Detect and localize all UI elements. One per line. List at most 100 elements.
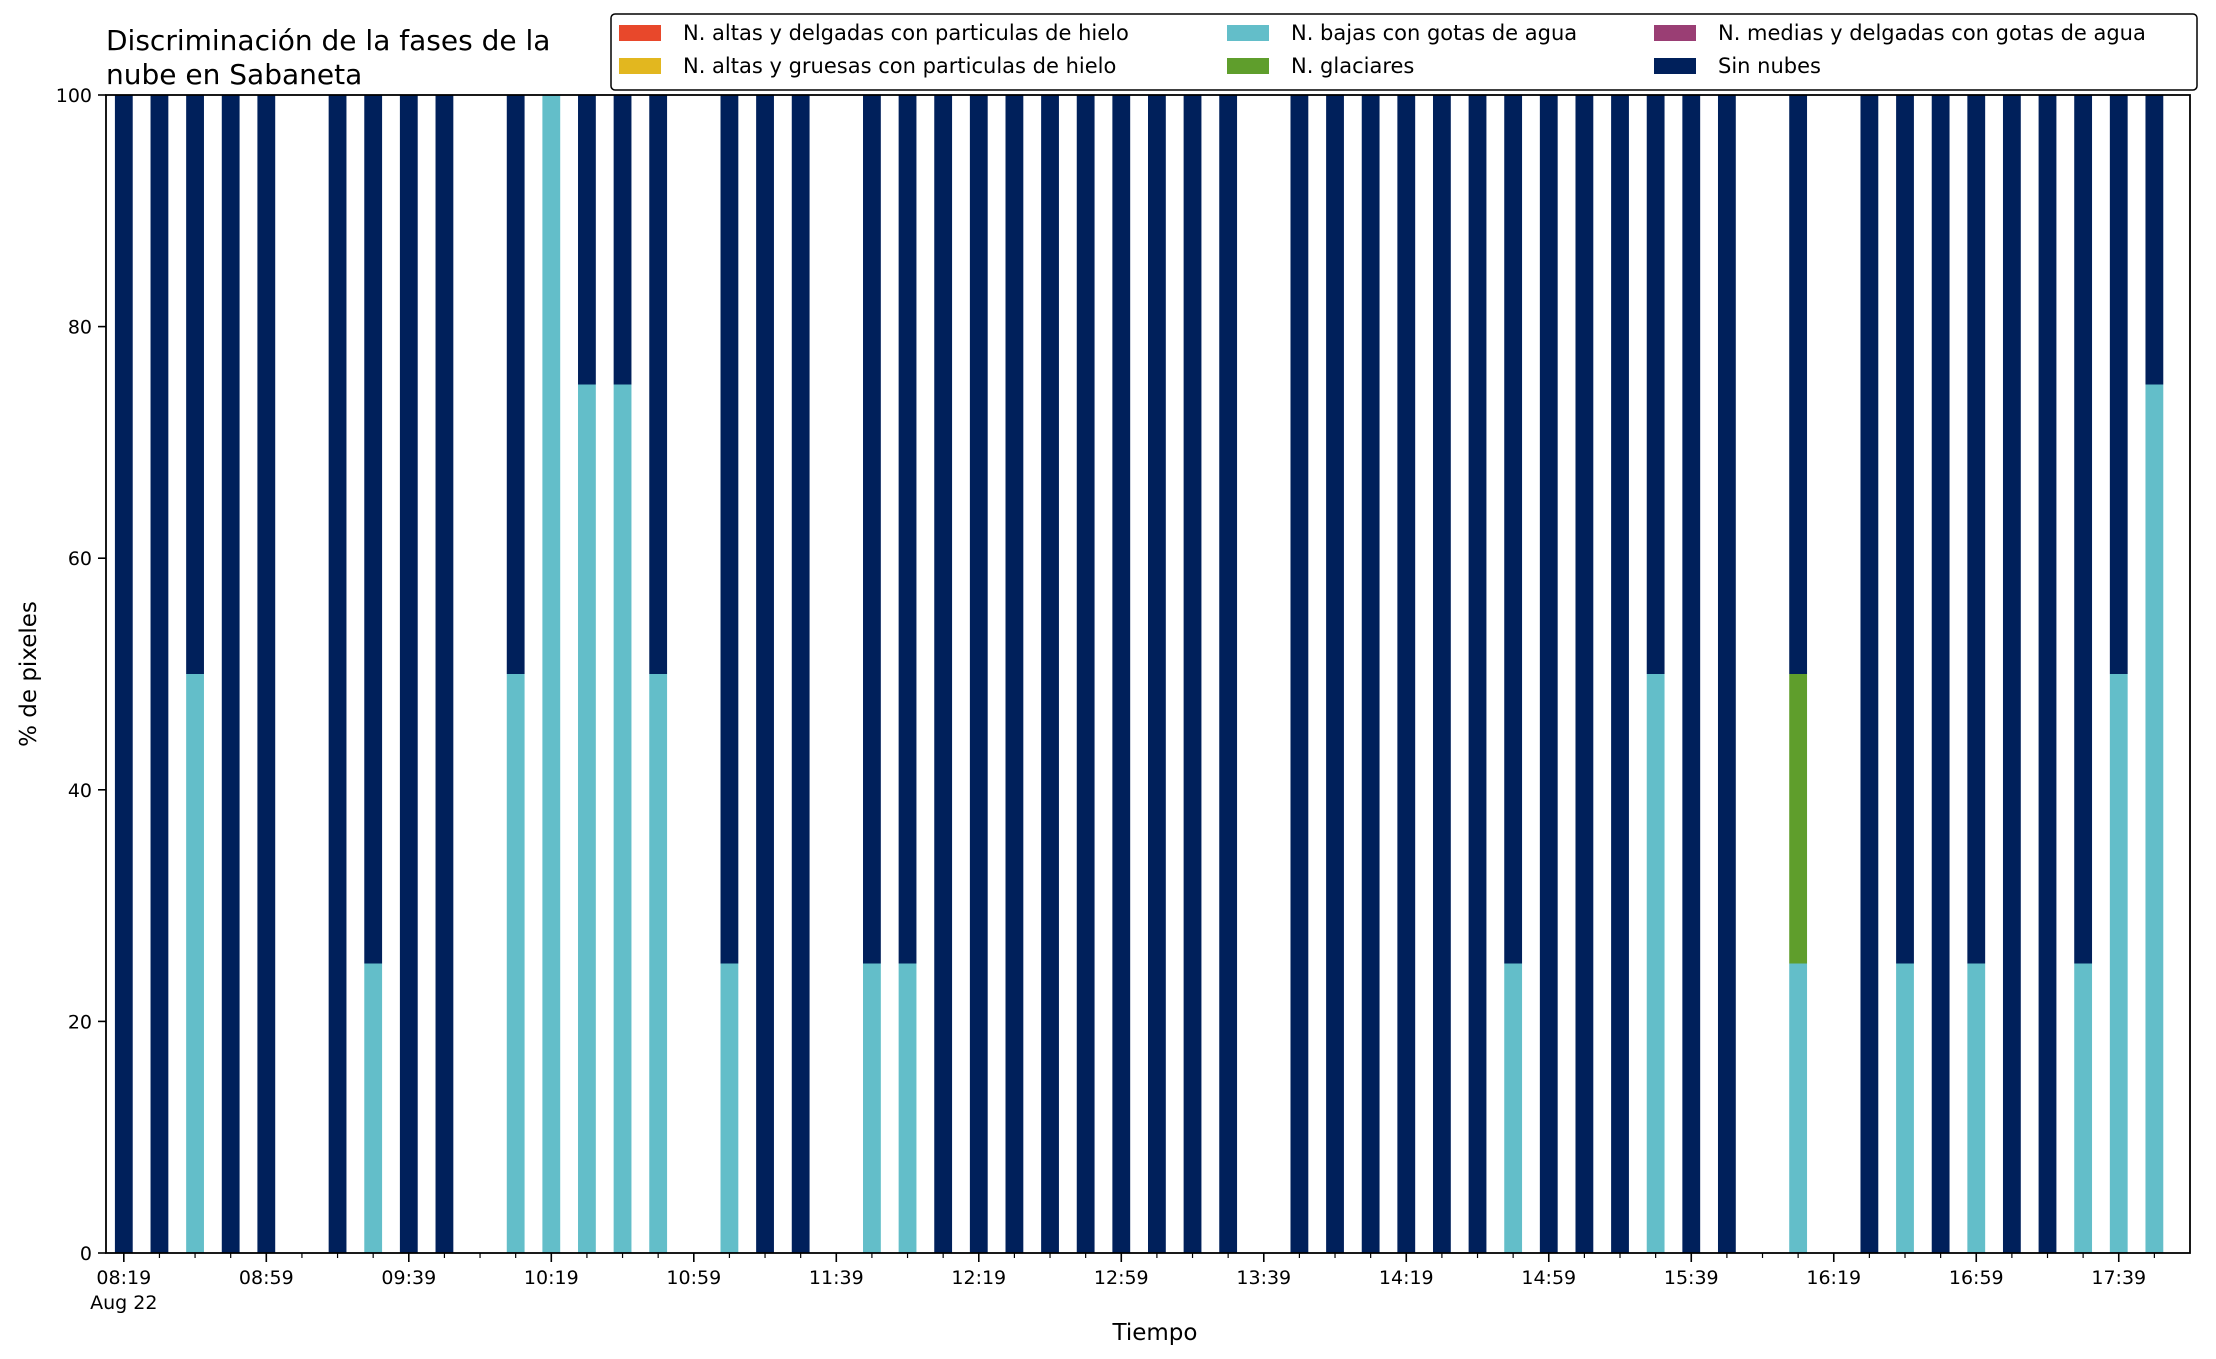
bar-segment-sin-nubes [1682,95,1701,1253]
bar-segment-baja-agua [720,963,739,1253]
bar-segment-sin-nubes [578,95,596,385]
x-tick-label: 10:59 [666,1267,721,1289]
x-tick-label: 12:59 [1094,1267,1149,1289]
bar-segment-baja-agua [898,963,917,1253]
bar-segment-sin-nubes [2002,95,2021,1253]
x-tick-label: 15:39 [1664,1267,1719,1289]
x-tick-label: 16:59 [1949,1267,2004,1289]
legend-label-alta-gruesa: N. altas y gruesas con particulas de hie… [683,54,1116,78]
bar-segment-sin-nubes [150,95,169,1253]
bar-segment-baja-agua [186,674,204,1253]
legend-swatch-sin-nubes [1654,58,1696,74]
bar-segment-baja-agua [1504,963,1523,1253]
legend-label-alta-delgada: N. altas y delgadas con particulas de hi… [683,21,1129,45]
bar-segment-sin-nubes [1148,95,1166,1253]
y-tick-label: 100 [56,85,92,107]
x-tick-label: 10:19 [524,1267,579,1289]
bar-segment-sin-nubes [649,95,668,674]
bar-segment-sin-nubes [969,95,988,1253]
bar-segment-sin-nubes [1789,95,1808,674]
bar-segment-sin-nubes [2074,95,2093,964]
bar-segment-sin-nubes [1575,95,1594,1253]
chart-title-line-1: Discriminación de la fases de la [106,24,550,57]
bar-segment-sin-nubes [613,95,632,385]
legend-swatch-alta-delgada [619,25,661,41]
x-axis-label: Tiempo [1112,1320,1198,1346]
x-tick-label: 09:39 [381,1267,436,1289]
bar-segment-baja-agua [863,963,881,1253]
bar-segment-sin-nubes [1967,95,1986,964]
x-tick-label: 12:19 [951,1267,1006,1289]
bar-segment-sin-nubes [1504,95,1523,964]
legend-swatch-alta-gruesa [619,58,661,74]
bar-segment-sin-nubes [1290,95,1309,1253]
bar-segment-sin-nubes [364,95,383,964]
bar-segment-sin-nubes [2145,95,2164,385]
legend-label-sin-nubes: Sin nubes [1718,54,1821,78]
x-tick-label: 13:39 [1236,1267,1291,1289]
x-tick-label: 17:39 [2091,1267,2146,1289]
legend-swatch-glaciar [1227,58,1269,74]
x-tick-label: 08:59 [239,1267,294,1289]
bar-segment-sin-nubes [186,95,204,674]
bar-segment-sin-nubes [791,95,810,1253]
legend-label-media-agua: N. medias y delgadas con gotas de agua [1718,21,2146,45]
legend-label-glaciar: N. glaciares [1291,54,1414,78]
bar-segment-sin-nubes [720,95,739,964]
plot-area-frame [105,94,2191,1254]
bar-segment-sin-nubes [756,95,774,1253]
bar-segment-sin-nubes [1646,95,1665,674]
bar-segment-baja-agua [1646,674,1665,1253]
chart-title: Discriminación de la fases de la nube en… [106,24,550,91]
y-tick-label: 80 [68,317,92,339]
bar-segment-sin-nubes [1931,95,1950,1253]
bar-segment-baja-agua [649,674,668,1253]
x-tick-sublabel: Aug 22 [90,1292,157,1314]
bar-segment-sin-nubes [1539,95,1558,1253]
bar-segment-sin-nubes [1717,95,1736,1253]
bar-segment-sin-nubes [1076,95,1095,1253]
bar-segment-baja-agua [542,95,561,1253]
bars-layer [114,95,2164,1253]
bar-segment-sin-nubes [257,95,276,1253]
legend-box [610,13,2198,91]
bar-segment-sin-nubes [1326,95,1344,1253]
bar-segment-baja-agua [2145,384,2164,1253]
bar-segment-baja-agua [1967,963,1986,1253]
y-tick-label: 20 [68,1011,92,1033]
legend-swatch-media-agua [1654,25,1696,41]
bar-segment-sin-nubes [221,95,240,1253]
x-tick-label: 14:19 [1379,1267,1434,1289]
x-tick-label: 14:59 [1521,1267,1576,1289]
bar-segment-sin-nubes [2109,95,2128,674]
bar-segment-sin-nubes [1468,95,1487,1253]
bar-segment-sin-nubes [1219,95,1238,1253]
bar-segment-sin-nubes [934,95,953,1253]
bar-segment-sin-nubes [1611,95,1629,1253]
bar-segment-sin-nubes [435,95,454,1253]
bar-segment-sin-nubes [1860,95,1879,1253]
x-tick-label: 08:19 [96,1267,151,1289]
bar-segment-sin-nubes [399,95,418,1253]
bar-segment-sin-nubes [2038,95,2057,1253]
x-tick-label: 11:39 [809,1267,864,1289]
y-axis: 0 20 40 60 80 100 [56,85,106,1265]
x-axis: 08:19 Aug 22 08:59 09:39 10:19 10:59 11:39 12:1… [90,1253,2155,1314]
bar-segment-baja-agua [613,384,632,1253]
y-tick-label: 60 [68,548,92,570]
legend: N. altas y delgadas con particulas de hi… [610,13,2198,91]
bar-segment-sin-nubes [1432,95,1451,1253]
bar-segment-sin-nubes [1183,95,1202,1253]
bar-segment-sin-nubes [1005,95,1024,1253]
bar-segment-sin-nubes [1041,95,1059,1253]
bar-segment-baja-agua [2074,963,2093,1253]
y-axis-label: % de pixeles [16,601,42,747]
x-tick-label: 16:19 [1806,1267,1861,1289]
y-tick-label: 0 [80,1243,92,1265]
bar-segment-sin-nubes [506,95,525,674]
bar-segment-baja-agua [1789,963,1808,1253]
legend-swatch-baja-agua [1227,25,1269,41]
chart-title-line-2: nube en Sabaneta [106,58,362,91]
